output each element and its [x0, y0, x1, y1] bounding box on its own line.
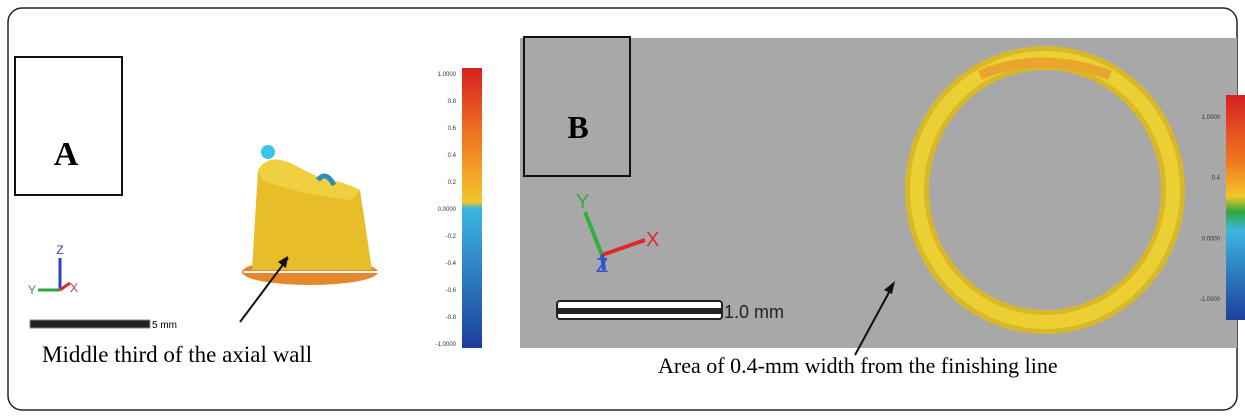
colorbar-label: 1.0000	[438, 72, 457, 78]
colorbar-label: 0.0000	[438, 207, 457, 213]
axis-label: X	[646, 229, 659, 251]
colorbar-label: -0.8	[446, 315, 457, 321]
colorbar-label: 0.4	[1212, 176, 1221, 182]
colorbar-label: 1.0000	[1202, 115, 1221, 121]
figure: A Z Y X 5 mm 1.0000 0.8 0.6 0.4 0.2 0.0000 -0.…	[0, 0, 1245, 417]
panel-label: A	[54, 136, 79, 173]
label-box	[15, 57, 122, 195]
caption: Area of 0.4-mm width from the finishing …	[658, 353, 1058, 378]
axis-label: X	[70, 281, 78, 295]
colorbar-label: 0.4	[448, 153, 457, 159]
colorbar-label: 0.2	[448, 180, 457, 186]
colorbar-label: 0.6	[448, 126, 457, 132]
colorbar-label: 0.0000	[1202, 236, 1221, 242]
colorbar-label: -0.2	[446, 234, 457, 240]
colorbar-label: 0.8	[448, 99, 457, 105]
label-box	[524, 37, 630, 176]
scale-bar-fill	[557, 308, 722, 314]
colorbar-label: -1.0000	[436, 342, 457, 348]
scale-label: 1.0 mm	[724, 302, 784, 322]
colorbar-label: -0.6	[446, 288, 457, 294]
scale-label: 5 mm	[152, 320, 177, 331]
colorbar-label: -1.0000	[1200, 297, 1221, 303]
color-bar	[1226, 95, 1245, 320]
axis-label: Z	[596, 255, 608, 277]
colorbar-label: -0.4	[446, 261, 457, 267]
axis-label: Y	[28, 283, 36, 297]
caption: Middle third of the axial wall	[42, 342, 312, 367]
panel-label: B	[567, 109, 588, 145]
axis-label: Y	[576, 191, 589, 213]
axis-label: Z	[56, 243, 63, 257]
scale-bar	[30, 320, 150, 328]
color-bar	[462, 68, 482, 348]
